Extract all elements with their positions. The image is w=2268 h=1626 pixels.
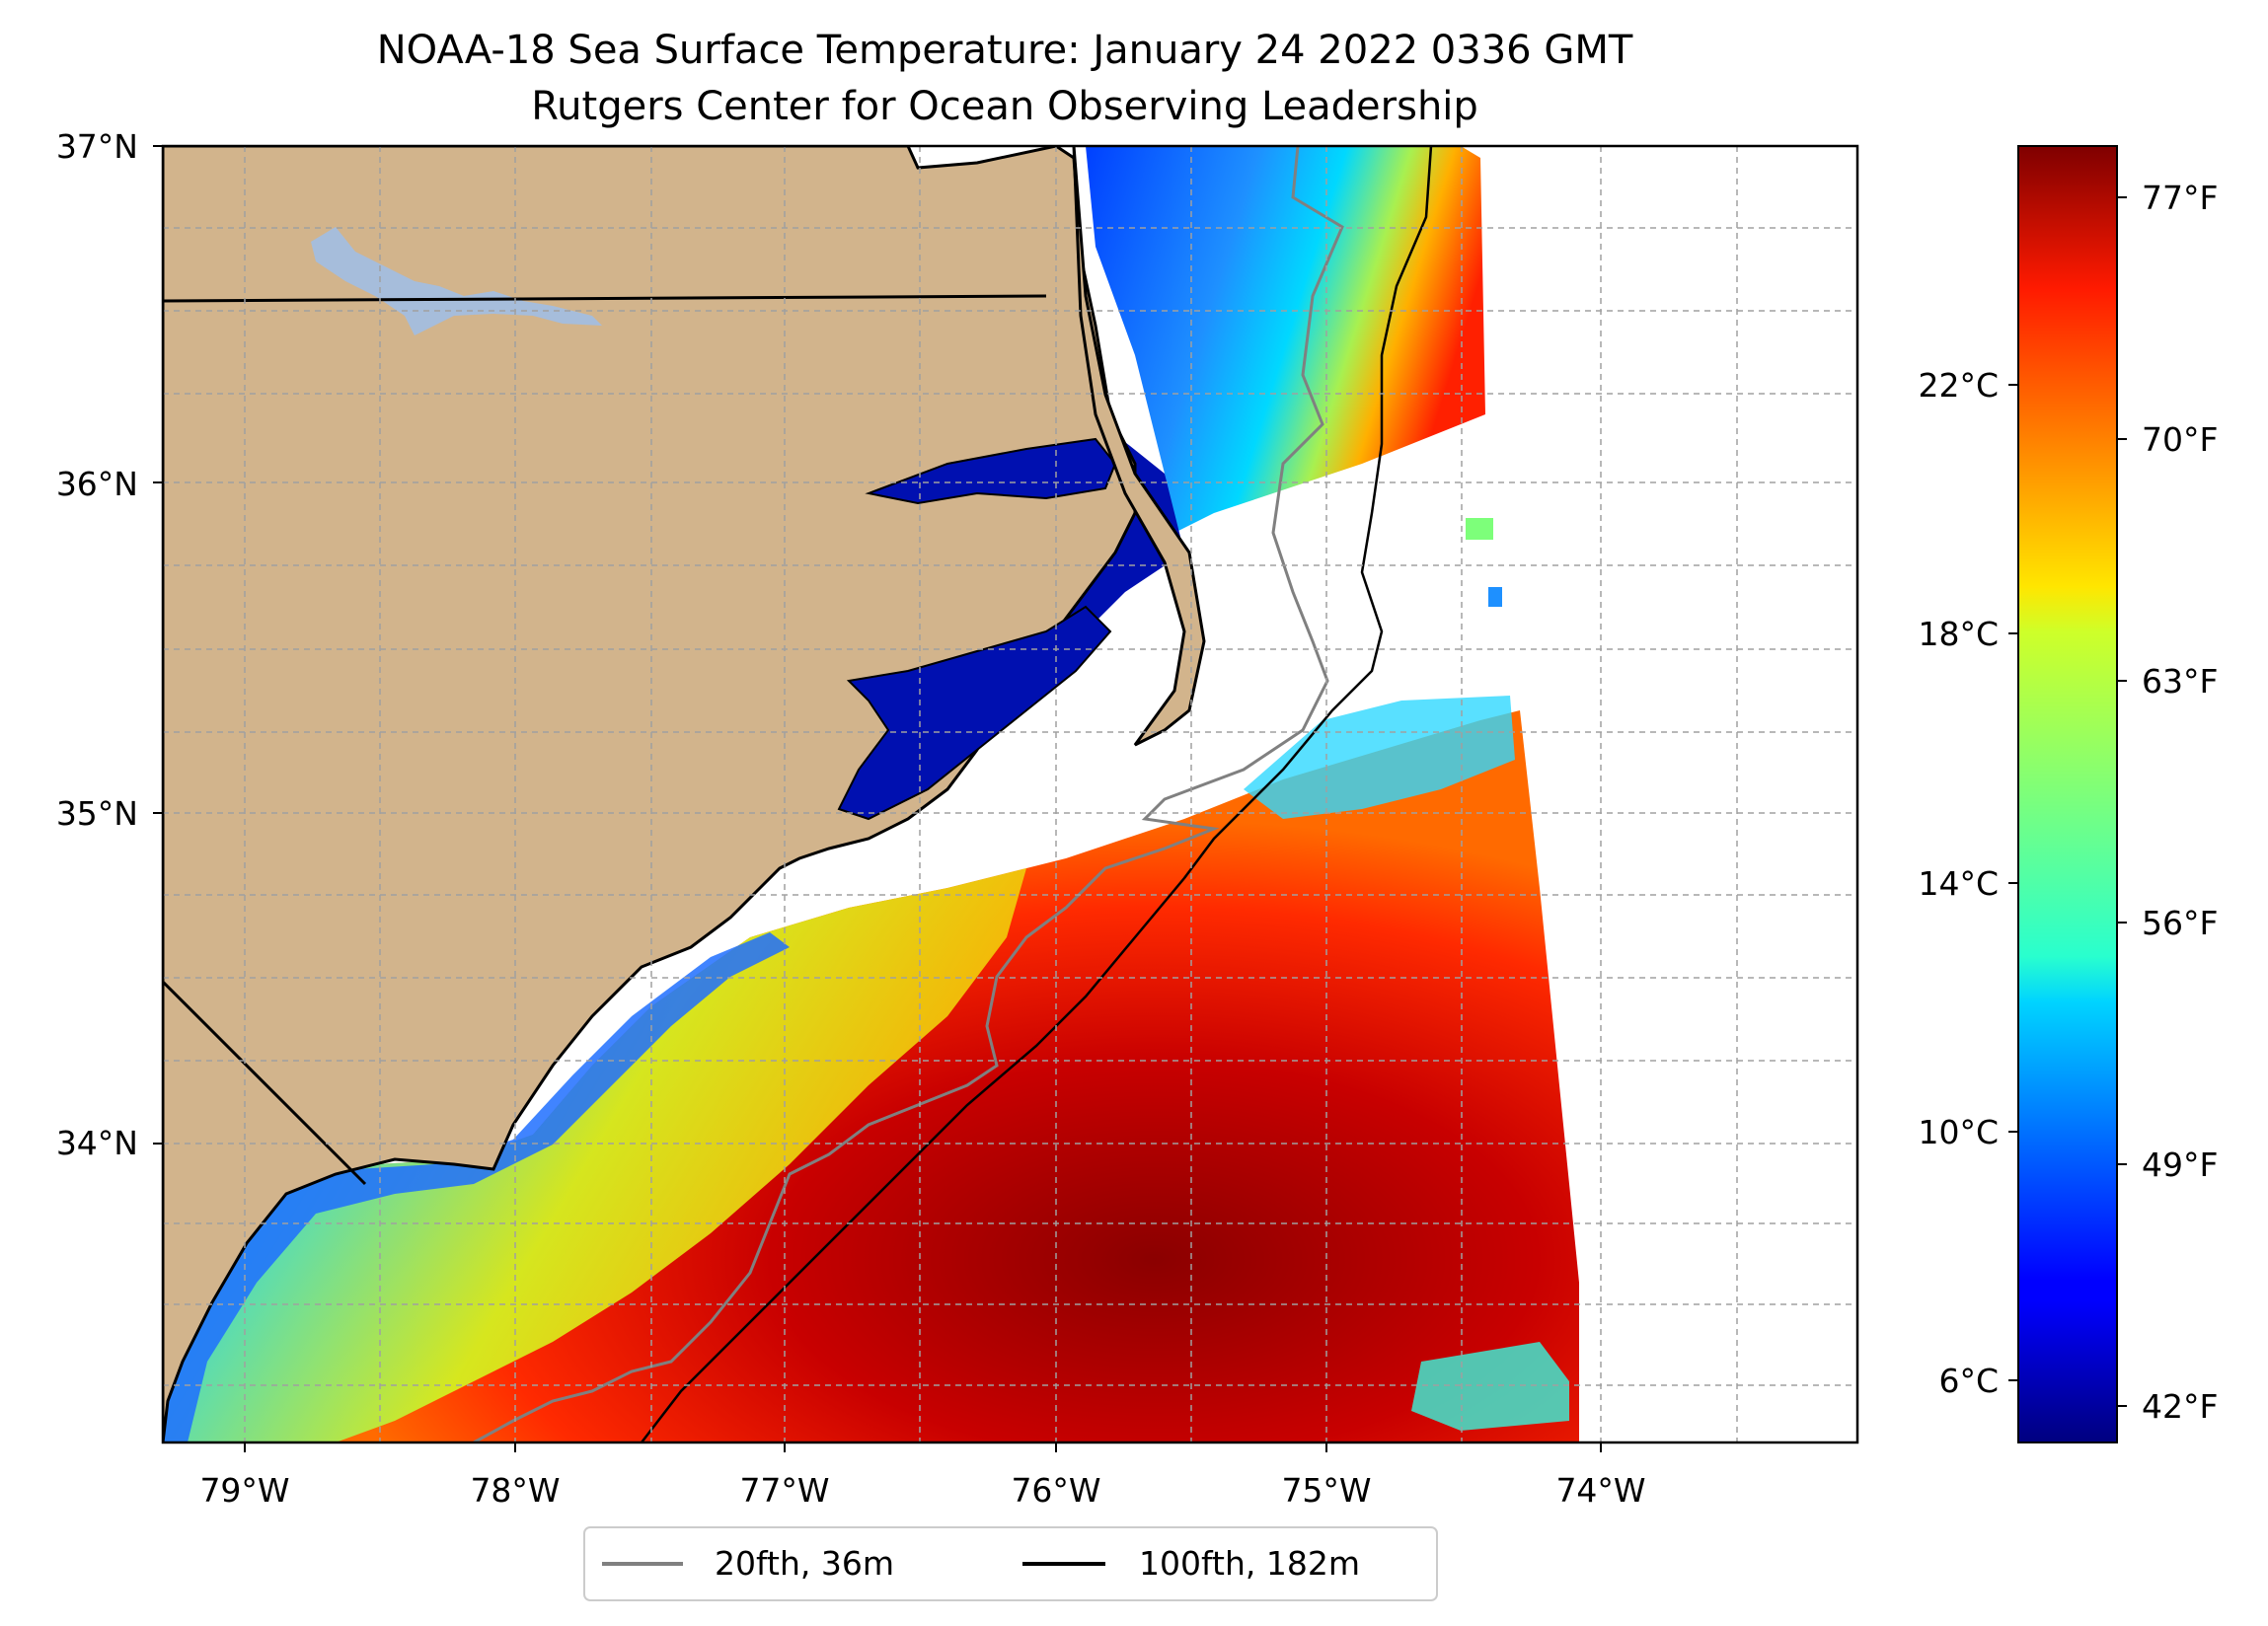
- colorbar: 22°C 18°C 14°C 10°C 6°C 77°F 70°F 63°F 5…: [1918, 145, 2218, 1443]
- lat-tick-36: 36°N: [56, 465, 138, 503]
- lat-tick-labels: 37°N 36°N 35°N 34°N: [56, 127, 163, 1162]
- lon-tick-74: 74°W: [1555, 1471, 1645, 1510]
- isobath-100fth: [641, 146, 1433, 1442]
- colorbar-c-14: 14°C: [1918, 864, 1999, 903]
- sst-speck-green: [1466, 518, 1493, 540]
- land-sound-cutout-pamlico: [837, 605, 1112, 821]
- sst-speck-blue: [1488, 587, 1502, 607]
- lon-tick-labels: 79°W 78°W 77°W 76°W 75°W 74°W: [199, 1442, 1646, 1510]
- lat-tick-35: 35°N: [56, 794, 138, 833]
- colorbar-f-56: 56°F: [2142, 904, 2218, 942]
- title-line-2: Rutgers Center for Ocean Observing Leade…: [531, 84, 1478, 129]
- lon-tick-77: 77°W: [739, 1471, 829, 1510]
- title-line-1: NOAA-18 Sea Surface Temperature: January…: [377, 28, 1633, 73]
- lon-tick-79: 79°W: [199, 1471, 289, 1510]
- lon-tick-76: 76°W: [1011, 1471, 1100, 1510]
- legend-box: [583, 1526, 1438, 1601]
- isobath-20fth: [473, 146, 1344, 1442]
- colorbar-c-10: 10°C: [1918, 1113, 1999, 1151]
- legend: 20fth, 36m 100fth, 182m: [583, 1526, 1438, 1601]
- isobaths: [473, 146, 1433, 1442]
- legend-label-20fth: 20fth, 36m: [715, 1544, 894, 1583]
- colorbar-f-42: 42°F: [2142, 1387, 2218, 1426]
- sst-offshore-patches: [1244, 696, 1515, 819]
- lat-tick-34: 34°N: [56, 1124, 138, 1162]
- gridlines: [163, 146, 1857, 1442]
- colorbar-fahrenheit-ticks: 77°F 70°F 63°F 56°F 49°F 42°F: [2117, 179, 2218, 1426]
- colorbar-celsius-ticks: 22°C 18°C 14°C 10°C 6°C: [1918, 366, 2018, 1400]
- state-border-nc-sc: [163, 980, 367, 1186]
- lon-tick-78: 78°W: [470, 1471, 560, 1510]
- state-border-va-nc: [163, 294, 1047, 303]
- colorbar-f-63: 63°F: [2142, 662, 2218, 701]
- colorbar-c-22: 22°C: [1918, 366, 1999, 405]
- land-mainland: [163, 146, 1137, 1442]
- lon-tick-75: 75°W: [1281, 1471, 1371, 1510]
- map-frame: [161, 144, 1859, 1444]
- land: [163, 146, 1206, 1442]
- lake: [311, 227, 602, 335]
- map-panel: [163, 146, 1857, 1442]
- colorbar-f-70: 70°F: [2142, 420, 2218, 459]
- colorbar-f-49: 49°F: [2142, 1146, 2218, 1184]
- sst-north-cold-region: [1086, 146, 1485, 533]
- colorbar-c-18: 18°C: [1918, 615, 1999, 653]
- sst-southeast-patches: [1411, 1342, 1569, 1431]
- colorbar-f-77: 77°F: [2142, 179, 2218, 217]
- colorbar-gradient: [2017, 145, 2118, 1443]
- sst-nearshore-cool-band: [163, 868, 1026, 1442]
- land-sound-cutout-albemarle: [865, 437, 1117, 505]
- legend-label-100fth: 100fth, 182m: [1139, 1544, 1360, 1583]
- colorbar-c-6: 6°C: [1938, 1362, 1999, 1400]
- lat-tick-37: 37°N: [56, 127, 138, 166]
- land-outer-banks: [1072, 146, 1206, 747]
